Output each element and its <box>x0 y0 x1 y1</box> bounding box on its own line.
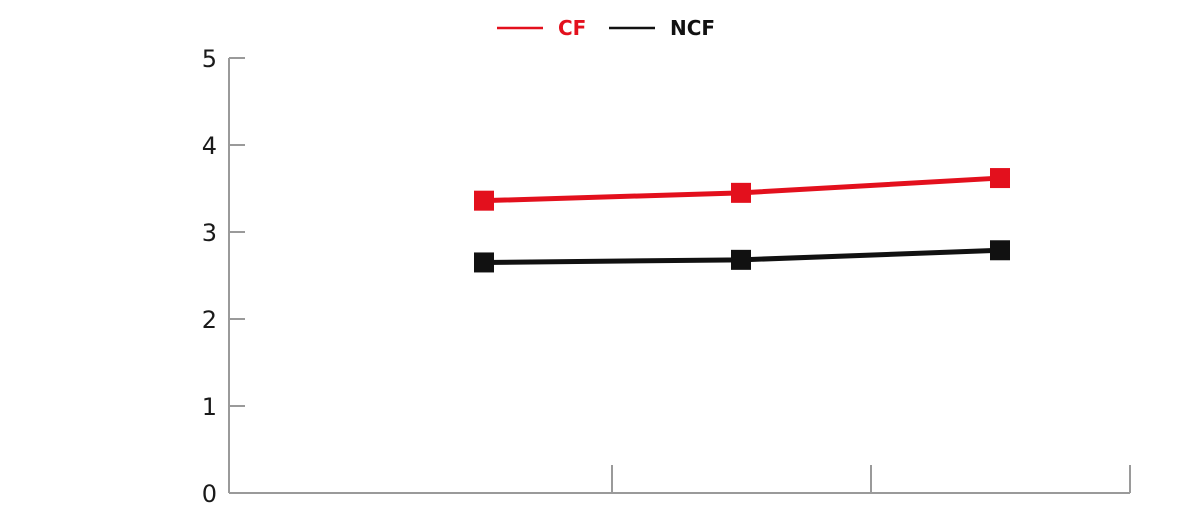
axes: 0 1 2 3 4 5 <box>202 45 1131 508</box>
legend-label: NCF <box>670 16 715 40</box>
legend: CF NCF <box>497 16 715 40</box>
data-point-marker <box>731 182 751 203</box>
y-tick-label: 2 <box>202 306 217 334</box>
data-point-marker <box>474 190 494 211</box>
y-tick-label: 5 <box>202 45 217 73</box>
data-point-marker <box>731 249 751 270</box>
data-point-marker <box>990 240 1010 261</box>
y-tick-label: 3 <box>202 219 217 247</box>
y-tick-label: 1 <box>202 393 217 421</box>
data-point-marker <box>990 168 1010 189</box>
y-tick-label: 0 <box>202 480 217 508</box>
series-ncf <box>474 240 1010 273</box>
data-point-marker <box>474 252 494 273</box>
y-tick-label: 4 <box>202 132 217 160</box>
series-cf <box>474 168 1010 211</box>
legend-label: CF <box>558 16 586 40</box>
series-layer <box>474 168 1010 273</box>
